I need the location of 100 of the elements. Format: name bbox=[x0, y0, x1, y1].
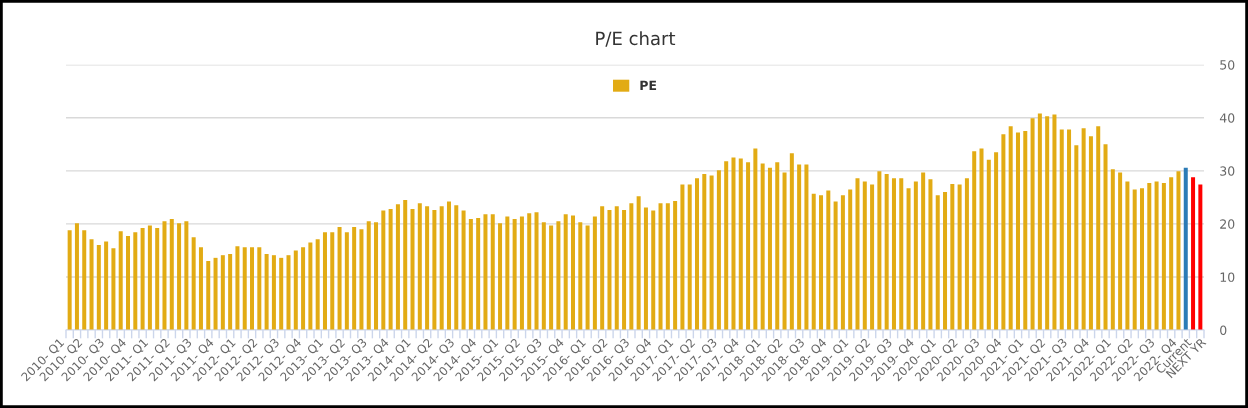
bar bbox=[439, 206, 444, 330]
bar bbox=[1191, 177, 1196, 330]
y-tick-label: 0 bbox=[1220, 325, 1227, 335]
bar bbox=[826, 190, 831, 330]
bar bbox=[344, 232, 349, 330]
bar bbox=[877, 171, 882, 330]
bar bbox=[177, 223, 182, 330]
bar bbox=[1001, 134, 1006, 330]
bar bbox=[767, 167, 772, 330]
bar bbox=[570, 215, 575, 330]
bar bbox=[1154, 181, 1159, 330]
bar bbox=[636, 196, 641, 330]
bar bbox=[446, 201, 451, 330]
bar bbox=[352, 227, 357, 330]
bar bbox=[213, 257, 218, 330]
bar bbox=[1008, 126, 1013, 330]
bar bbox=[1147, 183, 1152, 330]
bar bbox=[1139, 188, 1144, 330]
bar bbox=[1125, 181, 1130, 330]
bar bbox=[775, 162, 780, 330]
bar bbox=[417, 203, 422, 330]
bar bbox=[994, 152, 999, 330]
bar bbox=[374, 222, 379, 330]
bar bbox=[1118, 172, 1123, 330]
bar bbox=[242, 247, 247, 330]
bar bbox=[964, 178, 969, 330]
y-tick-label: 30 bbox=[1220, 166, 1235, 176]
bar bbox=[381, 210, 386, 330]
bar bbox=[782, 172, 787, 330]
bar bbox=[1110, 169, 1115, 330]
bar bbox=[921, 172, 926, 330]
bar bbox=[1161, 183, 1166, 330]
bar bbox=[330, 232, 335, 330]
bar bbox=[1176, 171, 1181, 330]
bar bbox=[578, 222, 583, 330]
bar bbox=[1169, 177, 1174, 330]
bar bbox=[133, 232, 138, 330]
bar bbox=[257, 247, 262, 330]
bar bbox=[228, 254, 233, 330]
bar bbox=[614, 206, 619, 330]
bar bbox=[308, 242, 313, 330]
bar bbox=[1045, 116, 1050, 330]
bar bbox=[556, 221, 561, 330]
bar bbox=[943, 192, 948, 330]
bar bbox=[169, 219, 174, 330]
bar bbox=[935, 195, 940, 330]
bar bbox=[315, 239, 320, 330]
bar bbox=[191, 237, 196, 330]
bar bbox=[607, 210, 612, 330]
bar bbox=[366, 221, 371, 330]
bar bbox=[906, 188, 911, 330]
bar bbox=[687, 184, 692, 330]
y-tick-label: 40 bbox=[1219, 113, 1235, 123]
bar bbox=[527, 213, 532, 330]
bar bbox=[1198, 184, 1203, 330]
bar bbox=[388, 209, 393, 330]
bar bbox=[432, 210, 437, 330]
bar bbox=[658, 203, 663, 330]
bar bbox=[811, 193, 816, 330]
bar bbox=[301, 247, 306, 330]
bar bbox=[541, 222, 546, 330]
bar bbox=[738, 158, 743, 330]
y-tick-label: 50 bbox=[1220, 60, 1235, 70]
bar bbox=[746, 162, 751, 330]
bar bbox=[184, 221, 189, 330]
bar bbox=[235, 246, 240, 330]
bar bbox=[206, 261, 211, 330]
bar bbox=[716, 170, 721, 330]
bar bbox=[498, 223, 503, 330]
bar bbox=[271, 255, 276, 330]
bar bbox=[913, 181, 918, 330]
bar bbox=[512, 219, 517, 330]
bar bbox=[979, 148, 984, 330]
bar bbox=[855, 178, 860, 330]
bar bbox=[1059, 129, 1064, 330]
bar bbox=[293, 250, 298, 330]
bar bbox=[359, 229, 364, 330]
bar bbox=[468, 219, 473, 330]
bar bbox=[1030, 118, 1035, 330]
bar bbox=[505, 216, 510, 330]
bar bbox=[1074, 145, 1079, 330]
bar bbox=[337, 227, 342, 330]
bar bbox=[819, 195, 824, 330]
bar bbox=[884, 174, 889, 330]
bar bbox=[220, 255, 225, 330]
bar bbox=[534, 212, 539, 330]
bar bbox=[665, 203, 670, 330]
bar bbox=[104, 241, 109, 330]
bar bbox=[797, 164, 802, 330]
bar bbox=[410, 209, 415, 330]
bar bbox=[848, 189, 853, 330]
bar bbox=[89, 239, 94, 330]
bar bbox=[395, 204, 400, 330]
bar bbox=[629, 203, 634, 330]
bar bbox=[972, 151, 977, 330]
legend-label: PE bbox=[640, 80, 657, 90]
bar bbox=[549, 225, 554, 330]
bar bbox=[622, 210, 627, 330]
bar bbox=[928, 179, 933, 330]
bar bbox=[862, 181, 867, 330]
